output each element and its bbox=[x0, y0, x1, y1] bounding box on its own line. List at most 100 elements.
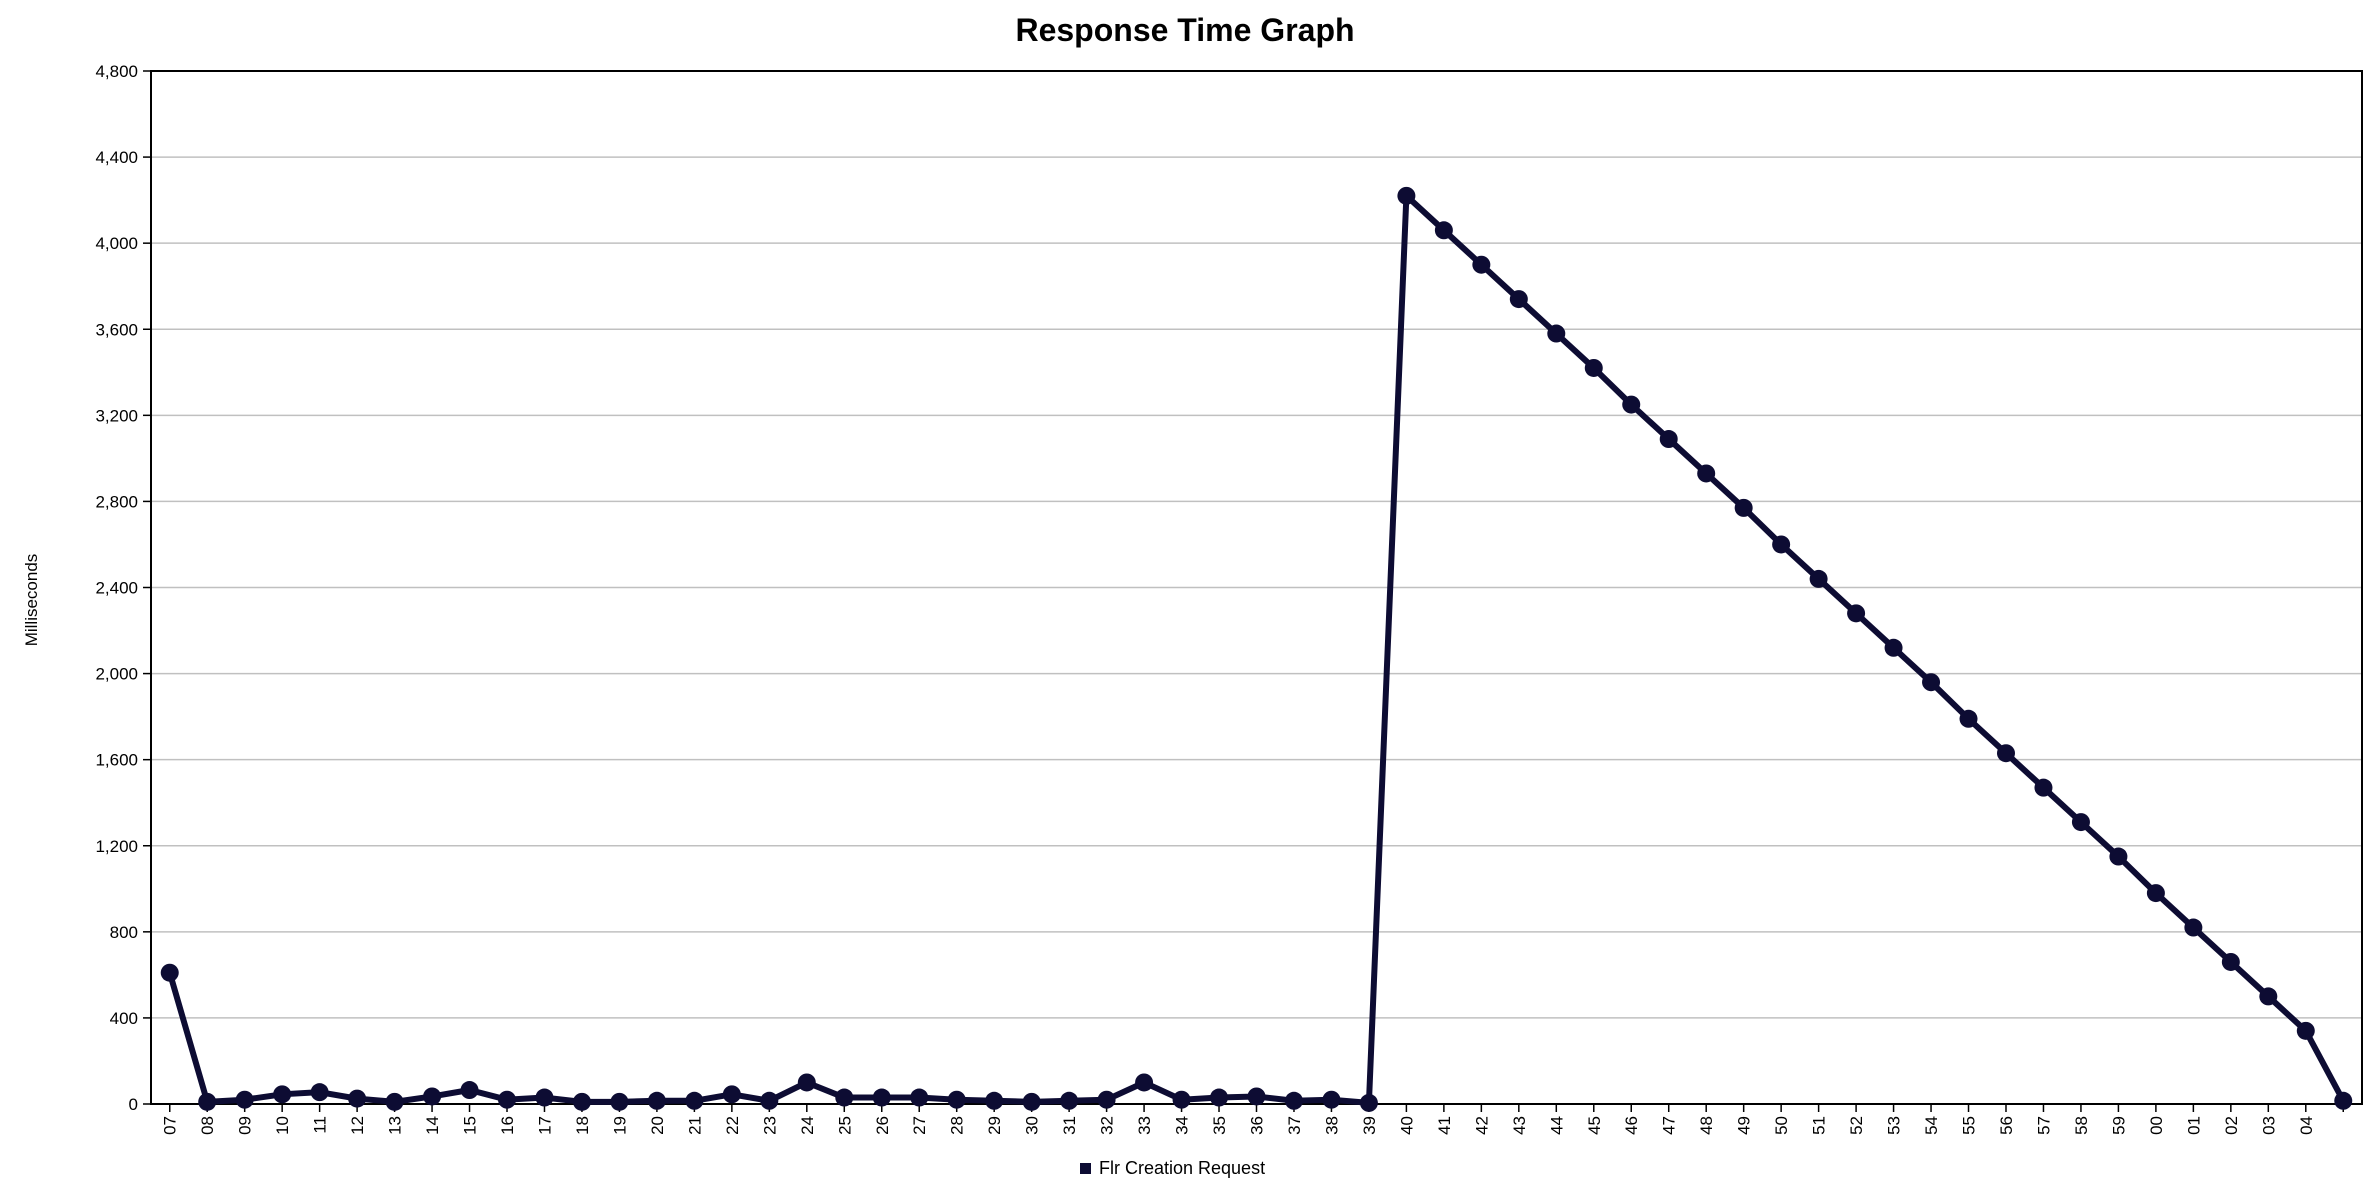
x-tick-label: 29 bbox=[985, 1116, 1004, 1135]
data-point bbox=[797, 1073, 816, 1092]
data-point bbox=[1697, 464, 1716, 483]
legend: Flr Creation Request bbox=[1080, 1158, 1265, 1179]
x-tick-label: 28 bbox=[948, 1116, 967, 1135]
data-point bbox=[947, 1090, 966, 1109]
x-tick-label: 21 bbox=[685, 1116, 704, 1135]
data-point bbox=[498, 1090, 517, 1109]
x-tick-label: 42 bbox=[1472, 1116, 1491, 1135]
x-tick-label: 30 bbox=[1023, 1116, 1042, 1135]
x-tick-label: 43 bbox=[1510, 1116, 1529, 1135]
data-point bbox=[1996, 744, 2015, 763]
x-tick-label: 32 bbox=[1098, 1116, 1117, 1135]
data-point bbox=[835, 1088, 854, 1107]
x-tick-label: 56 bbox=[1997, 1116, 2016, 1135]
data-point bbox=[535, 1088, 554, 1107]
data-point bbox=[1022, 1092, 1041, 1111]
data-point bbox=[872, 1088, 891, 1107]
x-tick-label: 26 bbox=[873, 1116, 892, 1135]
x-tick-label: 47 bbox=[1660, 1116, 1679, 1135]
x-tick-label: 10 bbox=[273, 1116, 292, 1135]
data-point bbox=[722, 1085, 741, 1104]
x-tick-label: 18 bbox=[573, 1116, 592, 1135]
y-tick-label: 2,000 bbox=[95, 665, 138, 684]
x-tick-label: 11 bbox=[311, 1116, 330, 1134]
data-point bbox=[647, 1091, 666, 1110]
data-point bbox=[460, 1081, 479, 1100]
data-point bbox=[910, 1088, 929, 1107]
x-tick-label: 40 bbox=[1397, 1116, 1416, 1135]
x-tick-label: 58 bbox=[2072, 1116, 2091, 1135]
data-point bbox=[2184, 918, 2203, 937]
data-point bbox=[610, 1092, 629, 1111]
series-line bbox=[166, 192, 2346, 1106]
grid-lines bbox=[151, 156, 2362, 1019]
x-tick-label: 14 bbox=[423, 1116, 442, 1135]
x-tick-label: 12 bbox=[348, 1116, 367, 1135]
data-point bbox=[1772, 535, 1791, 554]
y-tick-label: 3,600 bbox=[95, 320, 138, 339]
data-point bbox=[1434, 221, 1453, 240]
data-point bbox=[760, 1091, 779, 1110]
x-tick-label: 31 bbox=[1060, 1116, 1079, 1135]
data-point bbox=[1135, 1073, 1154, 1092]
x-tick-label: 15 bbox=[461, 1116, 480, 1135]
x-tick-label: 52 bbox=[1847, 1116, 1866, 1135]
y-tick-label: 1,600 bbox=[95, 751, 138, 770]
data-point bbox=[685, 1091, 704, 1110]
data-point bbox=[2146, 884, 2165, 903]
x-tick-label: 22 bbox=[723, 1116, 742, 1135]
y-tick-label: 0 bbox=[129, 1095, 138, 1114]
x-tick-label: 24 bbox=[798, 1116, 817, 1135]
data-point bbox=[2296, 1021, 2315, 1040]
data-point bbox=[423, 1087, 442, 1106]
data-point bbox=[1547, 324, 1566, 343]
data-point bbox=[2221, 952, 2240, 971]
data-point bbox=[2034, 778, 2053, 797]
data-point bbox=[2334, 1091, 2353, 1110]
data-point bbox=[385, 1092, 404, 1111]
x-tick-label: 49 bbox=[1735, 1116, 1754, 1135]
data-point bbox=[1809, 569, 1828, 588]
x-tick-label: 59 bbox=[2109, 1116, 2128, 1135]
x-tick-label: 19 bbox=[610, 1116, 629, 1135]
data-point bbox=[1097, 1090, 1116, 1109]
data-point bbox=[1922, 673, 1941, 692]
x-tick-label: 23 bbox=[760, 1116, 779, 1135]
y-tick-label: 2,800 bbox=[95, 492, 138, 511]
x-tick-label: 45 bbox=[1585, 1116, 1604, 1135]
x-tick-label: 13 bbox=[386, 1116, 405, 1135]
x-tick-label: 54 bbox=[1922, 1116, 1941, 1135]
data-point bbox=[198, 1092, 217, 1111]
x-tick-label: 08 bbox=[198, 1116, 217, 1135]
x-tick-label: 02 bbox=[2222, 1116, 2241, 1135]
data-point bbox=[1322, 1090, 1341, 1109]
y-tick-label: 3,200 bbox=[95, 406, 138, 425]
x-tick-label: 53 bbox=[1885, 1116, 1904, 1135]
x-tick-label: 50 bbox=[1772, 1116, 1791, 1135]
x-tick-label: 09 bbox=[236, 1116, 255, 1135]
x-tick-label: 17 bbox=[535, 1116, 554, 1135]
data-point bbox=[348, 1089, 367, 1108]
data-point bbox=[235, 1090, 254, 1109]
data-point bbox=[1509, 290, 1528, 309]
data-point bbox=[2071, 813, 2090, 832]
data-point bbox=[310, 1083, 329, 1102]
data-point bbox=[2259, 987, 2278, 1006]
data-point bbox=[572, 1092, 591, 1111]
x-tick-label: 46 bbox=[1622, 1116, 1641, 1135]
data-point bbox=[1622, 395, 1641, 414]
data-point bbox=[1472, 255, 1491, 274]
x-tick-label: 03 bbox=[2259, 1116, 2278, 1135]
y-axis-ticks: 0 400 800 1,200 1,600 2,000 2,400 2,800 3,200 3,6… bbox=[95, 62, 151, 1114]
x-tick-label: 44 bbox=[1547, 1116, 1566, 1135]
series-layer bbox=[160, 186, 2353, 1112]
data-point bbox=[1397, 186, 1416, 205]
x-tick-label: 35 bbox=[1210, 1116, 1229, 1135]
y-tick-label: 1,200 bbox=[95, 837, 138, 856]
x-tick-label: 57 bbox=[2034, 1116, 2053, 1135]
x-tick-label: 51 bbox=[1810, 1116, 1829, 1135]
data-point bbox=[273, 1085, 292, 1104]
data-point bbox=[1210, 1088, 1229, 1107]
x-tick-label: 25 bbox=[835, 1116, 854, 1135]
